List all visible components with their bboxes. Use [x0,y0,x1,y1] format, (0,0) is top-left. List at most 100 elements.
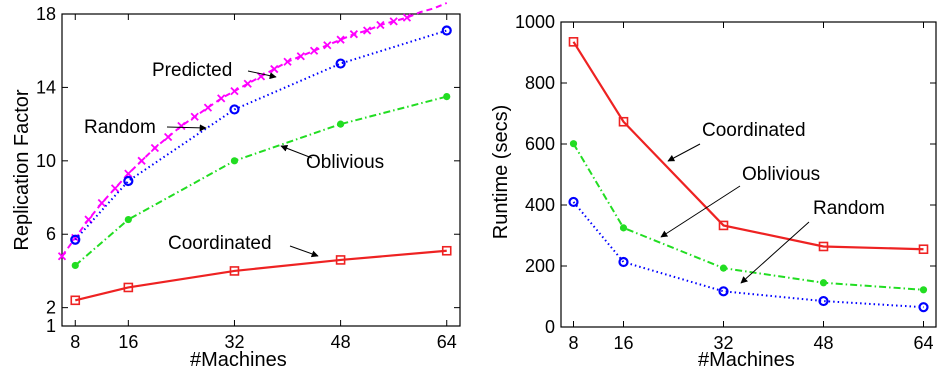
data-point-predicted [376,20,385,30]
series-group [568,37,929,313]
y-tick-label: 14 [36,77,56,97]
data-point-predicted [362,26,372,35]
series-random [568,196,929,313]
data-point-random [229,104,240,115]
annotation-oblivious-arrow [280,145,313,159]
data-point-predicted [163,132,173,142]
y-tick-label: 800 [525,73,555,93]
data-point-random [123,175,134,187]
annotation-predicted-label: Predicted [152,60,232,81]
data-point-predicted [336,35,345,44]
x-tick-label: 8 [70,332,80,352]
y-ticks: 12 6 10 14 18 [36,4,460,336]
plot-area-frame [560,21,937,328]
y-tick-label: 400 [525,195,555,215]
y-axis-label: Runtime (secs) [490,105,512,239]
annotation-oblivious: Oblivious [280,145,384,173]
annotation-random-label: Random [84,117,156,138]
x-tick-label: 64 [913,333,933,353]
annotation-coordinated: Coordinated [168,233,319,258]
data-point-predicted [150,143,160,153]
data-point-oblivious [443,92,451,101]
data-point-predicted [296,52,305,61]
annotation-coordinated-arrow [289,245,319,258]
x-ticks: 8 16 32 48 64 [70,14,457,352]
data-point-random [718,286,729,297]
data-point-predicted [217,94,226,103]
y-axis-label: Replication Factor [11,89,33,251]
data-point-predicted [110,184,120,193]
data-point-coordinated [818,241,829,252]
annotation-random: Random [740,198,885,284]
data-point-predicted [323,41,332,50]
series-group [57,2,452,306]
data-point-predicted [402,13,412,22]
data-point-predicted [97,198,106,208]
annotation-random-label: Random [813,198,885,219]
data-point-predicted [389,17,398,26]
data-point-oblivious [719,264,728,272]
data-point-predicted [137,156,146,165]
data-point-random [618,256,629,268]
data-point-predicted [57,252,67,261]
data-point-oblivious [337,120,345,128]
data-point-coordinated [70,295,81,306]
data-point-predicted [230,86,239,96]
annotation-coordinated-label: Coordinated [168,233,272,254]
annotation-random-arrow [166,124,207,132]
data-point-oblivious [230,157,239,165]
x-tick-label: 32 [224,332,244,352]
data-point-oblivious [919,286,928,294]
plot-area-frame [61,13,461,327]
series-predicted [57,2,448,261]
data-point-coordinated [335,255,346,265]
data-point-predicted [203,103,213,112]
y-tick-label: 6 [46,224,56,244]
data-point-oblivious [619,224,628,232]
annotation-oblivious-label: Oblivious [306,152,384,173]
annotation-predicted: Predicted [152,60,277,81]
series-coordinated [70,245,452,306]
data-point-predicted [309,46,319,55]
series-line-coordinated [75,249,447,302]
data-point-random [441,25,452,36]
series-coordinated [568,37,929,255]
x-tick-label: 16 [613,333,633,353]
x-tick-label: 16 [118,332,138,352]
data-point-random [918,302,929,313]
data-point-predicted [177,121,186,131]
x-tick-label: 8 [568,333,578,353]
x-axis-label: #Machines [190,349,287,371]
annotation-oblivious: Oblivious [660,164,820,238]
series-line-coordinated [572,41,924,251]
x-tick-label: 48 [813,333,833,353]
data-point-coordinated [718,220,729,231]
data-point-oblivious [71,261,79,270]
data-point-coordinated [918,244,929,255]
series-line-random [74,29,448,241]
y-ticks: 0 200 400 600 800 1000 [515,12,936,337]
data-point-predicted [190,112,199,121]
data-point-random [818,295,829,307]
annotation-random-arrow [740,221,810,284]
y-tick-label: 18 [36,4,56,24]
series-line-random [572,201,924,309]
x-tick-label: 48 [331,332,351,352]
data-point-predicted [270,64,279,74]
data-point-random [70,234,81,245]
data-point-coordinated [568,37,579,47]
data-point-predicted [243,79,252,88]
x-tick-label: 64 [437,332,457,352]
x-tick-label: 32 [713,333,733,353]
data-point-predicted [349,30,359,39]
data-point-coordinated [441,245,452,256]
series-oblivious [71,92,451,270]
data-point-predicted [283,57,292,66]
annotation-random: Random [84,117,207,138]
y-tick-label: 600 [525,134,555,154]
series-random [70,25,452,245]
x-ticks: 8 16 32 48 64 [568,22,934,353]
